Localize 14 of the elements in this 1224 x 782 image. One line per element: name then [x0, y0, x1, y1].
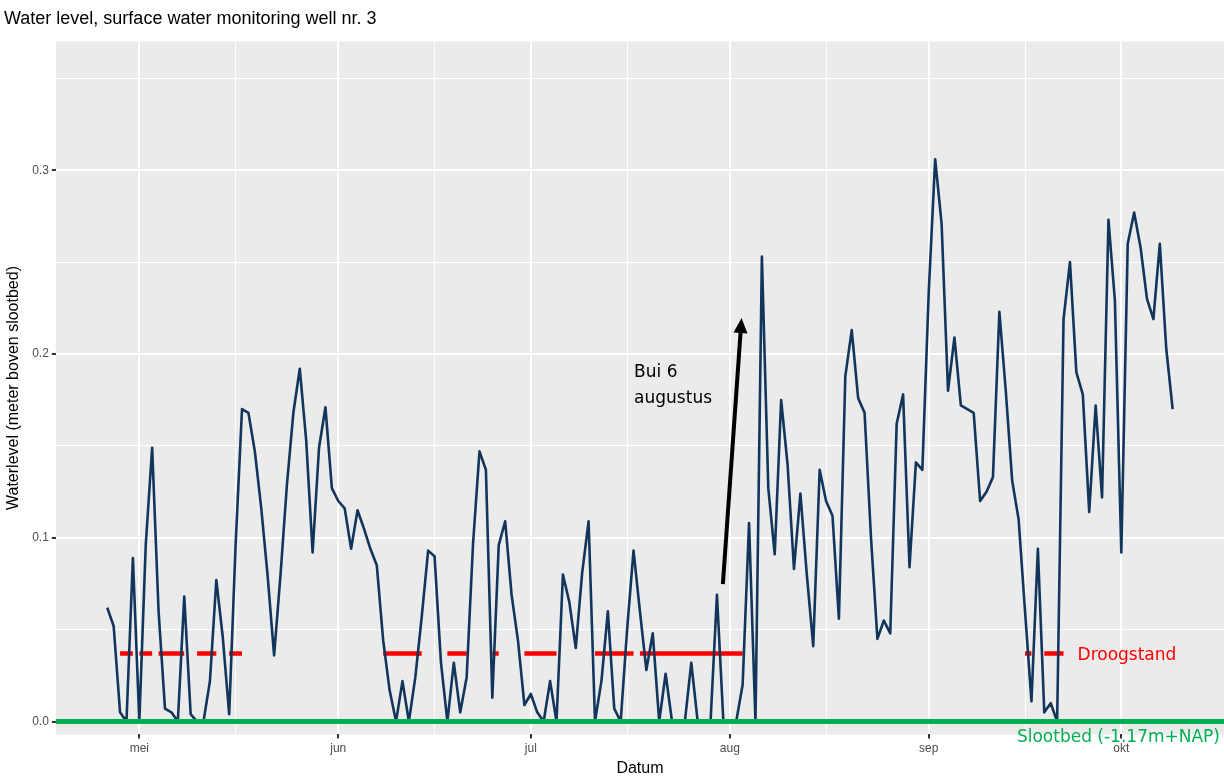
annotation: Bui 6 augustus	[634, 360, 713, 407]
y-tick-label: 0.1	[32, 530, 50, 545]
y-tick-label: 0.0	[32, 713, 50, 728]
y-axis-title: Waterlevel (meter boven slootbed)	[4, 266, 22, 510]
x-axis-title: Datum	[616, 758, 664, 776]
x-tick-label: aug	[719, 740, 740, 755]
x-tick-label: jun	[329, 740, 347, 755]
x-tick-label: sep	[919, 740, 939, 755]
y-tick-label: 0.2	[32, 346, 50, 361]
x-tick-label: jul	[523, 740, 537, 755]
y-tick-label: 0.3	[32, 162, 50, 177]
chart-title: Water level, surface water monitoring well nr. 3	[4, 7, 377, 28]
series-label: Droogstand	[1077, 643, 1177, 664]
x-tick-label: mei	[129, 740, 149, 755]
